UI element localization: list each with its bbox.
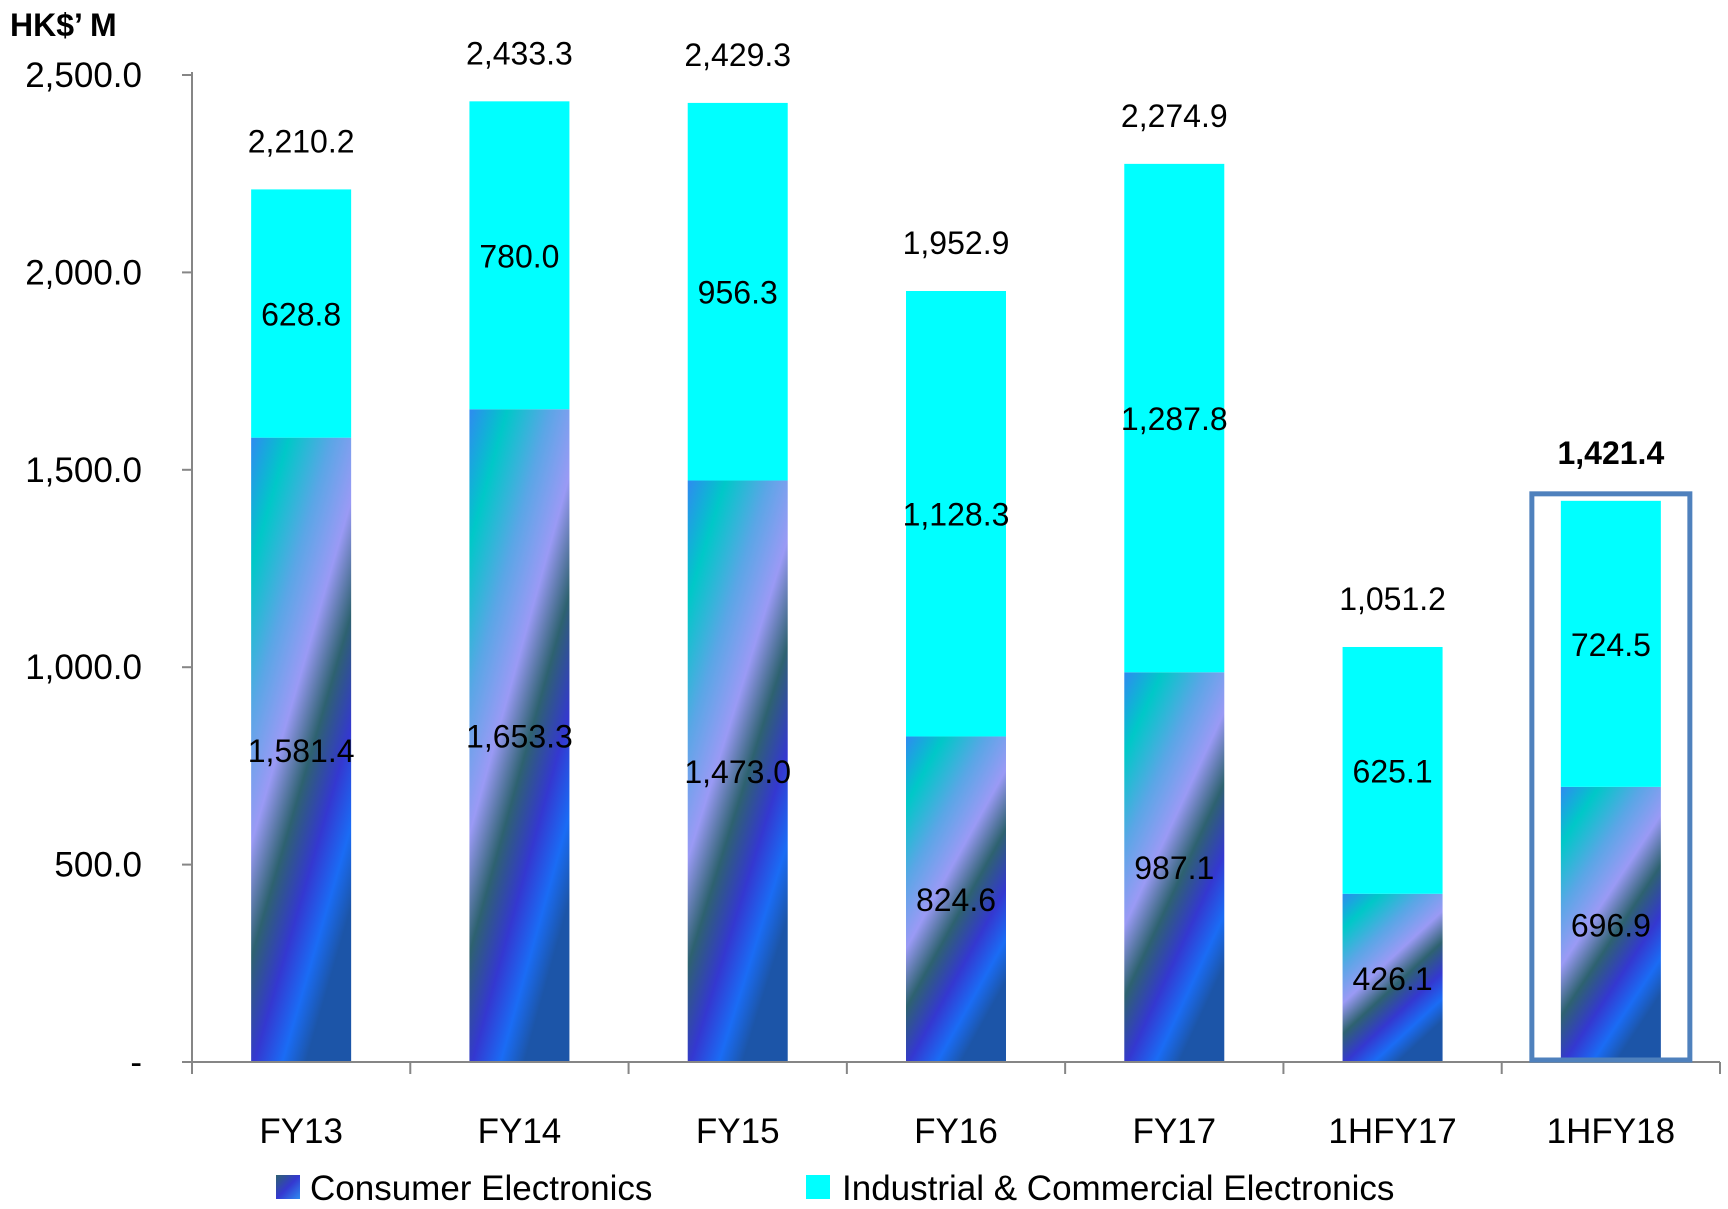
y-tick-label: 2,500.0 (25, 56, 142, 95)
data-label-industrial-commercial-electronics: 724.5 (1571, 627, 1651, 663)
total-label-fy17: 2,274.9 (1121, 98, 1228, 134)
data-label-industrial-commercial-electronics: 956.3 (698, 275, 778, 311)
x-tick-label: 1HFY17 (1328, 1112, 1456, 1151)
x-tick-label: FY15 (696, 1112, 780, 1151)
bar-consumer-electronics-fy13 (251, 437, 352, 1062)
total-label-fy13: 2,210.2 (248, 123, 355, 159)
x-tick-label: 1HFY18 (1547, 1112, 1675, 1151)
bar-consumer-electronics-fy14 (469, 409, 570, 1062)
x-tick-label: FY14 (478, 1112, 562, 1151)
x-tick-label: FY16 (914, 1112, 998, 1151)
data-label-industrial-commercial-electronics: 625.1 (1353, 753, 1433, 789)
total-label-fy15: 2,429.3 (684, 37, 791, 73)
y-tick-label: 500.0 (54, 846, 142, 885)
bars (251, 101, 1661, 1062)
legend: Consumer Electronics Industrial & Commer… (276, 1169, 1394, 1208)
bar-consumer-electronics-1hfy18 (1560, 786, 1661, 1062)
legend-swatch-industrial-commercial-electronics (806, 1175, 830, 1199)
total-label-1hfy18: 1,421.4 (1557, 435, 1664, 471)
legend-item-industrial-commercial-electronics: Industrial & Commercial Electronics (806, 1169, 1394, 1208)
bar-industrial-commercial-electronics-1hfy18 (1560, 500, 1661, 787)
bar-consumer-electronics-fy16 (906, 736, 1006, 1062)
data-label-consumer-electronics: 1,581.4 (248, 733, 355, 769)
bar-industrial-commercial-electronics-1hfy17 (1342, 646, 1443, 894)
data-label-consumer-electronics: 1,653.3 (466, 719, 573, 755)
data-labels: 1,581.4 628.8 2,210.2 1,653.3 780.0 2,433.3 1,… (248, 35, 1665, 997)
y-tick-label: 2,000.0 (25, 253, 142, 292)
highlight-frame (1529, 491, 1693, 1063)
data-label-consumer-electronics: 426.1 (1353, 961, 1433, 997)
y-tick-label: 1,000.0 (25, 648, 142, 687)
bar-industrial-commercial-electronics-fy15 (687, 102, 788, 481)
bar-industrial-commercial-electronics-fy13 (251, 189, 352, 438)
data-label-industrial-commercial-electronics: 1,128.3 (903, 497, 1010, 533)
data-label-consumer-electronics: 1,473.0 (684, 754, 791, 790)
data-label-industrial-commercial-electronics: 780.0 (479, 238, 559, 274)
data-label-consumer-electronics: 696.9 (1571, 907, 1651, 943)
legend-label-consumer-electronics: Consumer Electronics (310, 1169, 652, 1208)
legend-swatch-consumer-electronics (276, 1175, 300, 1199)
bar-industrial-commercial-electronics-fy14 (469, 101, 570, 410)
highlight-box-1hfy18 (1529, 491, 1693, 1063)
bar-industrial-commercial-electronics-fy16 (906, 290, 1006, 737)
y-tick-label: 1,500.0 (25, 451, 142, 490)
bar-consumer-electronics-fy17 (1124, 672, 1225, 1062)
total-label-1hfy17: 1,051.2 (1339, 581, 1446, 617)
x-tick-label: FY17 (1132, 1112, 1216, 1151)
bar-consumer-electronics-1hfy17 (1342, 893, 1443, 1062)
y-tick-label: - (130, 1043, 142, 1082)
x-tick-label: FY13 (259, 1112, 343, 1151)
bar-consumer-electronics-fy15 (687, 480, 788, 1062)
data-label-consumer-electronics: 987.1 (1134, 850, 1214, 886)
total-label-fy16: 1,952.9 (903, 225, 1010, 261)
unit-label: HK$’ M (10, 7, 117, 43)
bar-industrial-commercial-electronics-fy17 (1124, 163, 1225, 673)
data-label-industrial-commercial-electronics: 628.8 (261, 297, 341, 333)
y-axis: - 500.0 1,000.0 1,500.0 2,000.0 2,500.0 (25, 56, 193, 1082)
data-label-industrial-commercial-electronics: 1,287.8 (1121, 401, 1228, 437)
x-axis: FY13 FY14 FY15 FY16 FY17 1HFY17 1HFY18 (191, 1061, 1721, 1151)
data-label-consumer-electronics: 824.6 (916, 882, 996, 918)
legend-label-industrial-commercial-electronics: Industrial & Commercial Electronics (842, 1169, 1394, 1208)
total-label-fy14: 2,433.3 (466, 35, 573, 71)
legend-item-consumer-electronics: Consumer Electronics (276, 1169, 652, 1208)
